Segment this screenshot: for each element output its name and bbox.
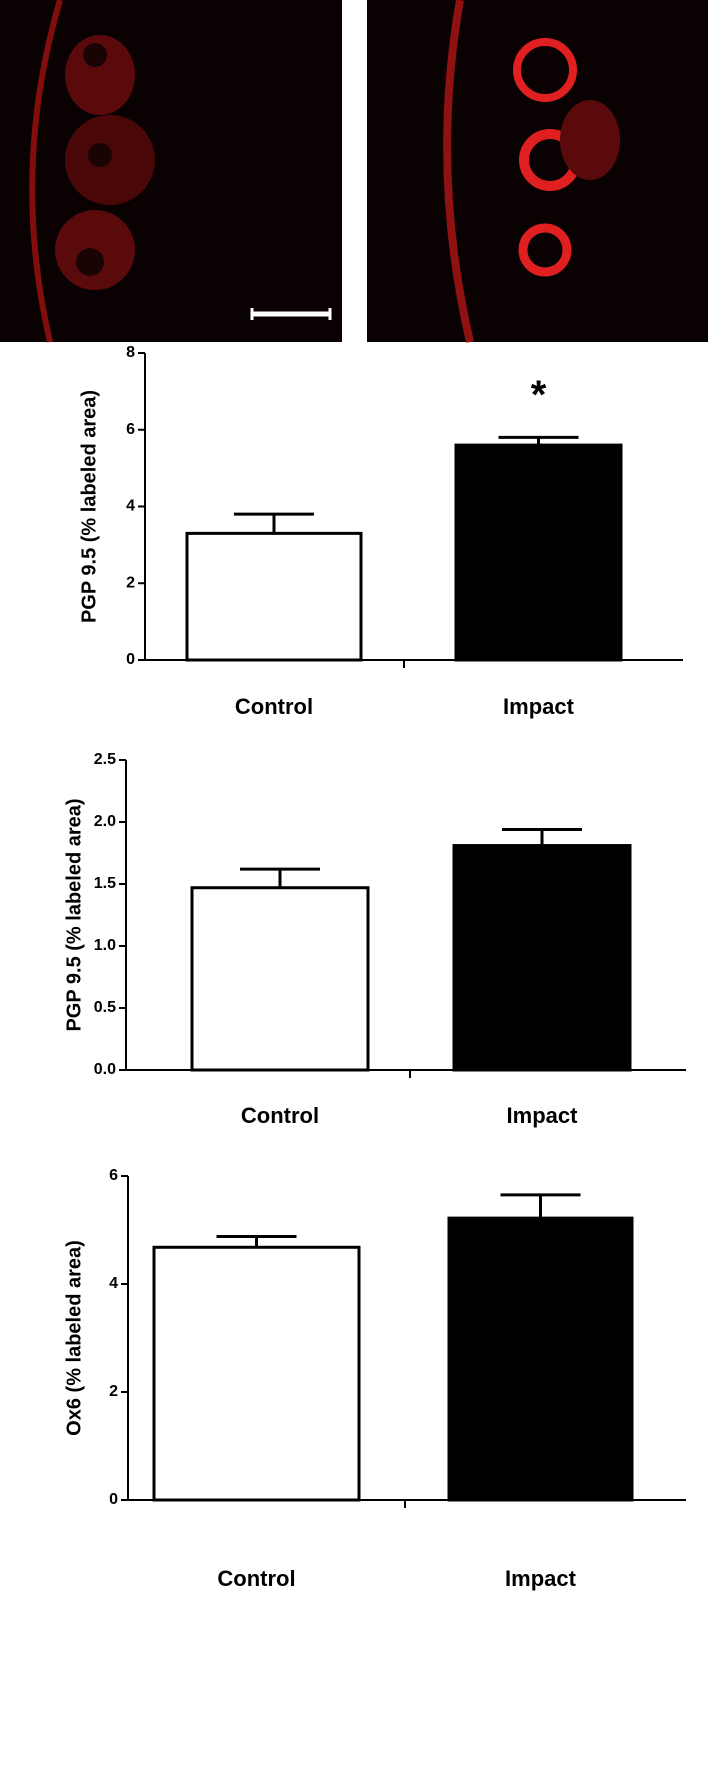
y-tick-label: 2.0 bbox=[94, 813, 116, 830]
x-tick-label: Impact bbox=[507, 1103, 579, 1128]
bar bbox=[454, 443, 623, 662]
bar-chart: 0 2 4 6 8 PGP 9.5 (% labeled area) Control Impa… bbox=[78, 344, 683, 719]
y-axis-label: PGP 9.5 (% labeled area) bbox=[78, 390, 100, 623]
y-tick-label: 1.5 bbox=[94, 875, 116, 892]
x-tick-label: Control bbox=[217, 1566, 295, 1591]
y-tick-label: 0 bbox=[126, 651, 135, 668]
y-axis-label: Ox6 (% labeled area) bbox=[63, 1240, 85, 1436]
y-tick-label: 2 bbox=[109, 1383, 118, 1400]
bar bbox=[152, 1245, 361, 1502]
y-tick-label: 1.0 bbox=[94, 937, 116, 954]
y-tick-label: 0 bbox=[109, 1491, 118, 1508]
bar bbox=[190, 886, 370, 1072]
x-tick-label: Impact bbox=[505, 1566, 577, 1591]
y-tick-label: 6 bbox=[126, 421, 135, 438]
bar bbox=[185, 531, 363, 662]
y-tick-label: 0.5 bbox=[94, 999, 116, 1016]
bar bbox=[452, 844, 632, 1072]
x-tick-label: Impact bbox=[503, 694, 575, 719]
y-tick-label: 2 bbox=[126, 574, 135, 591]
y-tick-label: 0.0 bbox=[94, 1061, 116, 1078]
bar bbox=[447, 1216, 634, 1502]
bar-chart: 0 2 4 6 Ox6 (% labeled area) Control Impact bbox=[63, 1167, 686, 1591]
y-tick-label: 4 bbox=[109, 1275, 118, 1292]
y-tick-label: 4 bbox=[126, 498, 135, 515]
bar-chart: 0.0 0.5 1.0 1.5 2.0 2.5 PGP 9.5 (% labeled are… bbox=[63, 751, 686, 1128]
y-tick-label: 8 bbox=[126, 344, 135, 361]
y-tick-label: 2.5 bbox=[94, 751, 116, 768]
y-axis-label: PGP 9.5 (% labeled area) bbox=[63, 798, 85, 1031]
significance-marker: * bbox=[531, 373, 547, 417]
x-tick-label: Control bbox=[235, 694, 313, 719]
micrograph-right bbox=[367, 0, 708, 343]
micrograph-left bbox=[0, 0, 342, 343]
y-tick-label: 6 bbox=[109, 1167, 118, 1184]
x-tick-label: Control bbox=[241, 1103, 319, 1128]
